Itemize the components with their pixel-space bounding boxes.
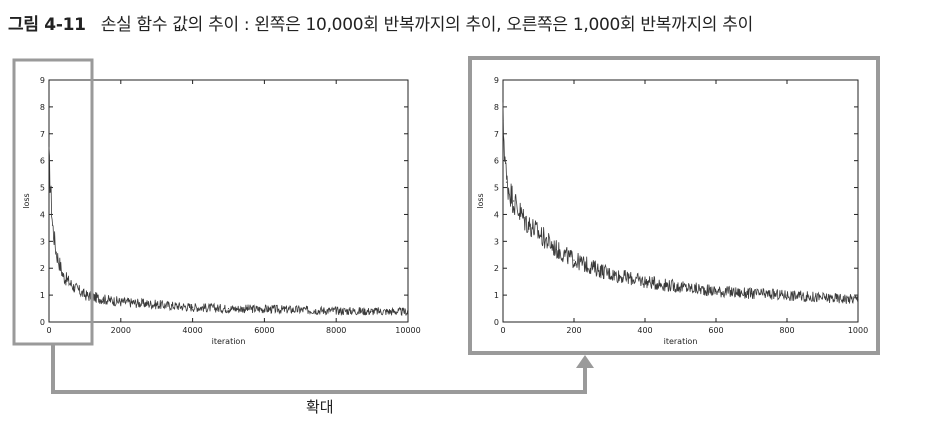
figure-number: 그림 4-11 [8, 15, 86, 35]
y-tick-label: 0 [40, 318, 45, 327]
loss-point [192, 306, 194, 308]
x-tick-label: 6000 [254, 326, 274, 335]
y-tick-label: 7 [40, 130, 45, 139]
loss-point [821, 297, 824, 299]
x-axis-label: iteration [664, 337, 698, 346]
loss-point [502, 119, 504, 121]
y-tick-label: 5 [40, 184, 45, 193]
loss-point [505, 181, 508, 183]
zoom-arrow-head [576, 355, 594, 368]
loss-point [263, 308, 265, 310]
loss-point [371, 310, 373, 312]
x-tick-label: 200 [566, 326, 581, 335]
loss-series-line [48, 146, 409, 316]
y-axis-label: loss [22, 193, 31, 208]
zoom-target-frame [468, 56, 880, 355]
loss-point [750, 293, 753, 295]
y-tick-label: 2 [40, 264, 45, 273]
loss-point [73, 286, 75, 288]
loss-series-line [502, 102, 859, 305]
x-tick-label: 8000 [326, 326, 346, 335]
plot-frame [48, 79, 409, 323]
x-tick-label: 400 [637, 326, 652, 335]
x-tick-label: 2000 [111, 326, 131, 335]
loss-point [62, 275, 64, 277]
loss-point [555, 248, 557, 250]
y-tick-label: 9 [494, 76, 499, 85]
zoom-arrow-line [51, 344, 587, 394]
loss-point [48, 160, 50, 162]
y-tick-label: 3 [40, 237, 45, 246]
y-tick-label: 1 [494, 291, 499, 300]
y-tick-label: 9 [40, 76, 45, 85]
loss-point [857, 298, 859, 300]
loss-point [156, 303, 158, 306]
y-tick-label: 7 [494, 130, 499, 139]
x-tick-label: 4000 [182, 326, 202, 335]
y-axis-label: loss [476, 193, 485, 208]
plot-frame [502, 79, 859, 323]
loss-point [608, 273, 611, 275]
y-tick-label: 4 [494, 210, 499, 219]
y-tick-label: 6 [494, 157, 499, 166]
loss-point [120, 301, 122, 303]
loss-point [679, 286, 682, 288]
loss-point [51, 224, 54, 226]
loss-point [84, 294, 86, 296]
loss-point [715, 290, 717, 292]
y-tick-label: 0 [494, 318, 499, 327]
loss-point [102, 298, 104, 300]
loss-point [786, 294, 788, 296]
y-tick-label: 5 [494, 184, 499, 193]
y-tick-label: 1 [40, 291, 45, 300]
x-tick-label: 1000 [848, 326, 868, 335]
zoom-source-frame [12, 58, 94, 346]
y-tick-label: 8 [494, 103, 499, 112]
caption-text: 손실 함수 값의 추이 : 왼쪽은 10,000회 반복까지의 추이, 오른쪽은… [100, 15, 753, 35]
loss-point [573, 259, 575, 261]
loss-point [523, 219, 525, 221]
y-tick-label: 3 [494, 237, 499, 246]
x-tick-label: 600 [708, 326, 723, 335]
y-tick-label: 6 [40, 157, 45, 166]
loss-point [407, 311, 409, 313]
loss-point [335, 310, 337, 312]
x-tick-label: 0 [500, 326, 505, 335]
loss-point [537, 232, 540, 234]
y-tick-label: 4 [40, 210, 45, 219]
x-tick-label: 10000 [395, 326, 420, 335]
loss-point [299, 309, 301, 311]
y-tick-label: 2 [494, 264, 499, 273]
x-tick-label: 800 [779, 326, 794, 335]
figure-caption: 그림 4-11 손실 함수 값의 추이 : 왼쪽은 10,000회 반복까지의 … [8, 10, 753, 35]
y-tick-label: 8 [40, 103, 45, 112]
loss-point [644, 281, 646, 283]
loss-point [513, 200, 515, 202]
x-tick-label: 0 [46, 326, 51, 335]
loss-point [55, 251, 57, 253]
zoom-label: 확대 [306, 398, 334, 416]
x-axis-label: iteration [212, 337, 246, 346]
loss-point [227, 307, 230, 310]
